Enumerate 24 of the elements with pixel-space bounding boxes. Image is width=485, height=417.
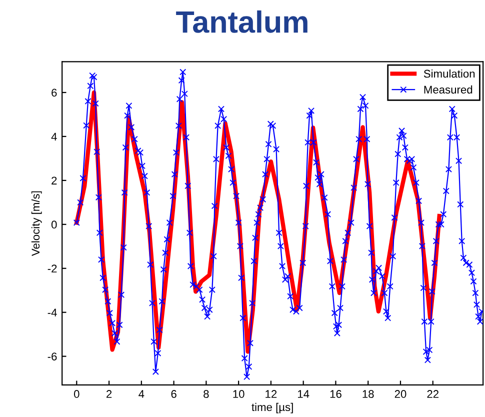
x-tick-label: 12 <box>266 390 277 398</box>
y-axis-title: Velocity [m/s] <box>31 191 42 256</box>
y-tick-label: 2 <box>52 176 57 184</box>
y-tick-label: -4 <box>48 308 57 316</box>
chart-title: Tantalum <box>176 10 308 33</box>
x-tick-label: 4 <box>138 390 144 398</box>
legend-label: Simulation <box>424 69 475 78</box>
x-tick-label: 8 <box>204 390 209 398</box>
x-tick-label: 20 <box>394 390 406 398</box>
x-tick-label: 22 <box>427 390 438 398</box>
y-tick-label: -6 <box>48 352 57 360</box>
y-tick-label: -2 <box>48 264 57 272</box>
y-tick-label: 6 <box>52 88 57 97</box>
x-tick-label: 0 <box>74 390 80 398</box>
x-tick-label: 2 <box>106 390 112 398</box>
x-tick-label: 18 <box>362 390 374 398</box>
x-tick-label: 10 <box>233 390 244 398</box>
legend-label: Measured <box>424 85 472 94</box>
x-tick-label: 6 <box>171 390 176 398</box>
y-tick-label: 0 <box>51 220 57 229</box>
y-tick-label: 4 <box>51 132 57 140</box>
x-axis-title: time [µs] <box>252 402 293 414</box>
x-tick-label: 16 <box>330 390 342 398</box>
x-tick-label: 14 <box>298 390 310 398</box>
